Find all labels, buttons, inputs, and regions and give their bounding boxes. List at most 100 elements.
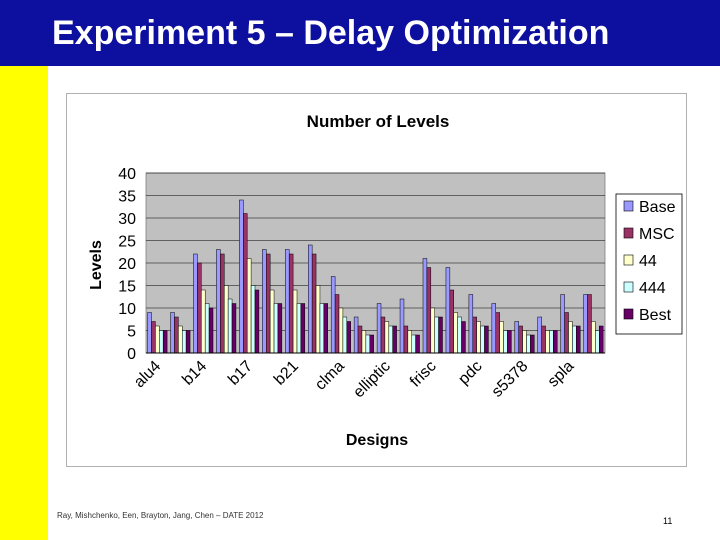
bar	[472, 316, 477, 354]
bar	[174, 316, 179, 354]
bar	[415, 334, 420, 354]
x-tick-label: pdc	[455, 358, 485, 388]
y-tick-label: 40	[118, 166, 136, 183]
y-tick-label: 0	[127, 346, 136, 363]
bar	[273, 303, 279, 354]
bar	[549, 330, 554, 354]
bar	[438, 316, 443, 354]
bar	[411, 334, 416, 354]
bar	[541, 325, 546, 354]
bar	[227, 298, 233, 354]
legend-label: 444	[639, 280, 666, 297]
bar	[315, 285, 321, 354]
bar	[461, 321, 466, 354]
slide-title: Experiment 5 – Delay Optimization	[52, 14, 610, 52]
bar	[208, 307, 214, 354]
bar	[503, 330, 508, 354]
bar	[430, 307, 435, 354]
bar	[243, 213, 248, 354]
bar	[499, 321, 504, 354]
bar	[250, 285, 256, 354]
legend-label: Best	[639, 307, 672, 324]
bar	[182, 330, 187, 354]
bar	[399, 298, 405, 354]
bar	[591, 321, 596, 354]
bar	[334, 294, 340, 354]
bar	[445, 267, 451, 354]
x-tick-label: spla	[545, 358, 578, 391]
y-tick-label: 25	[118, 234, 136, 251]
bar	[495, 312, 500, 354]
bar	[262, 249, 267, 354]
legend-swatch	[623, 308, 634, 320]
bar	[224, 285, 229, 354]
bar	[369, 334, 374, 354]
legend-label: MSC	[639, 226, 675, 243]
bar	[365, 334, 371, 354]
y-tick-label: 5	[127, 324, 136, 341]
bar	[193, 253, 198, 354]
bar	[246, 258, 252, 354]
bar	[457, 316, 462, 354]
bar	[231, 303, 237, 354]
bar	[330, 276, 336, 354]
bar	[376, 303, 382, 354]
title-bar	[0, 0, 720, 66]
x-tick-label: frisc	[407, 358, 440, 391]
side-accent-bar	[0, 66, 48, 540]
bar	[353, 316, 359, 354]
x-tick-label: elliptic	[350, 358, 393, 401]
bar	[185, 330, 191, 354]
bar	[480, 325, 485, 354]
bar	[178, 325, 183, 354]
legend-swatch	[623, 200, 634, 212]
bar	[285, 249, 290, 354]
legend-swatch	[623, 227, 634, 239]
y-tick-label: 10	[118, 301, 136, 318]
bar-chart: Number of Levels Designs Levels 0 5 10 15 20…	[88, 112, 683, 449]
bar	[595, 330, 600, 354]
bar	[530, 334, 535, 354]
bar	[296, 303, 302, 354]
bar	[300, 303, 306, 354]
bar	[384, 321, 390, 354]
chart-title: Number of Levels	[307, 112, 450, 131]
bar	[426, 267, 432, 354]
bar	[220, 253, 225, 354]
bar	[319, 303, 325, 354]
bar	[204, 303, 210, 354]
bar	[476, 321, 481, 354]
legend-swatch	[623, 281, 634, 293]
bar	[147, 312, 152, 354]
x-tick-label: clma	[312, 358, 348, 394]
bar	[587, 294, 592, 354]
bar	[453, 312, 458, 354]
bar	[380, 316, 386, 354]
bar	[583, 294, 588, 354]
bar	[254, 289, 260, 354]
bar	[342, 316, 348, 354]
bar	[514, 321, 519, 354]
page-number: 11	[663, 516, 673, 526]
bar	[269, 289, 275, 354]
bar	[518, 325, 523, 354]
bar	[388, 325, 393, 354]
bar	[545, 330, 550, 354]
legend-swatch	[623, 254, 634, 266]
y-axis-label: Levels	[88, 240, 105, 290]
chart-frame: Number of Levels Designs Levels 0 5 10 15 20…	[66, 93, 687, 467]
bar	[201, 289, 206, 354]
bar	[288, 253, 294, 354]
x-tick-label: b21	[271, 358, 302, 389]
footer-citation: Ray, Mishchenko, Een, Brayton, Jang, Che…	[57, 511, 264, 520]
bar	[537, 316, 542, 354]
bar	[216, 249, 221, 354]
bar	[564, 312, 569, 354]
bar	[323, 303, 329, 354]
bar	[434, 316, 439, 354]
legend-label: Base	[639, 199, 676, 216]
bar	[151, 321, 156, 354]
bar	[292, 289, 298, 354]
bar	[422, 258, 428, 354]
bar	[311, 253, 317, 354]
